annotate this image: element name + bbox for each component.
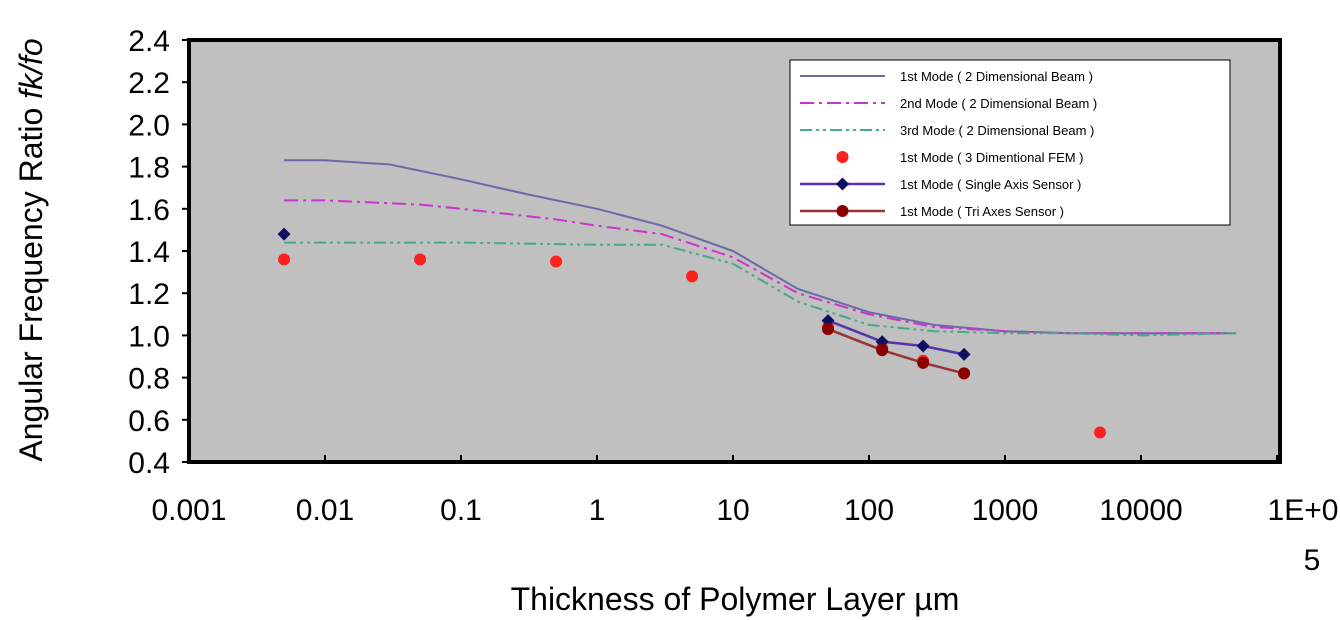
series-6 [822,323,971,380]
data-point [875,335,889,349]
y-tick-label: 2.2 [128,67,170,100]
y-tick-label: 1.4 [128,236,170,269]
series-line [827,319,965,356]
series-line [284,241,1237,337]
data-point [958,367,971,380]
y-tick-label: 0.8 [128,363,170,396]
data-point [876,344,889,357]
legend-label: 3rd Mode ( 2 Dimensional Beam ) [900,123,1094,138]
x-tick-label: 100 [844,494,894,527]
y-tick-label: 1.0 [128,320,170,353]
series-line [827,327,965,375]
data-point [957,347,971,361]
series-layer [277,159,1237,439]
x-tick-label: 1 [589,494,606,527]
data-point [821,314,835,328]
data-point [278,253,291,266]
data-point [916,339,930,353]
x-tick-label-wrap: 5 [1304,544,1321,577]
y-axis-title-italic: fk/fo [13,38,49,98]
y-axis-title: Angular Frequency Ratio fk/fo [13,38,49,461]
data-point [917,356,930,369]
data-point [277,227,291,241]
legend-label: 1st Mode ( Single Axis Sensor ) [900,177,1081,192]
legend-marker [836,205,849,217]
y-tick-label: 1.6 [128,194,170,227]
y-tick-label: 1.2 [128,278,170,311]
legend-box [789,59,1231,226]
y-axis-title-main: Angular Frequency Ratio [13,99,49,462]
legend-label: 1st Mode ( 3 Dimentional FEM ) [900,150,1084,165]
x-tick-label: 0.01 [296,494,354,527]
y-tick-label: 2.0 [128,109,170,142]
x-tick-label: 1E+0 [1268,494,1339,527]
y-tick-label: 1.8 [128,152,170,185]
data-point [686,270,699,283]
legend-marker [836,151,849,163]
x-tick-label: 0.1 [440,494,482,527]
y-tick-label: 0.6 [128,405,170,438]
data-point [1094,426,1107,439]
legend-label: 2nd Mode ( 2 Dimensional Beam ) [900,96,1097,111]
x-axis-title: Thickness of Polymer Layer µm [511,581,960,617]
data-point [822,323,835,336]
x-tick-label: 10000 [1099,494,1182,527]
x-tick-label: 0.001 [151,494,226,527]
legend-marker [836,177,849,191]
y-axis-ticks: 0.4 0.6 0.8 1.0 1.2 1.4 1.6 1.8 2.0 2.2 2.4 [128,25,189,480]
legend: 1st Mode ( 2 Dimensional Beam ) 2nd Mode … [789,59,1231,226]
data-point [414,253,427,266]
data-point [550,255,563,268]
y-tick-label: 2.4 [128,25,170,58]
x-tick-label: 1000 [972,494,1039,527]
series-3 [284,241,1237,337]
series-5 [277,227,971,361]
x-axis-ticks: 0.001 0.01 0.1 1 10 100 1000 10000 1E+0 5 [151,455,1338,577]
legend-label: 1st Mode ( Tri Axes Sensor ) [900,204,1064,219]
x-tick-label: 10 [716,494,749,527]
legend-label: 1st Mode ( 2 Dimensional Beam ) [900,69,1093,84]
y-tick-label: 0.4 [128,447,170,480]
